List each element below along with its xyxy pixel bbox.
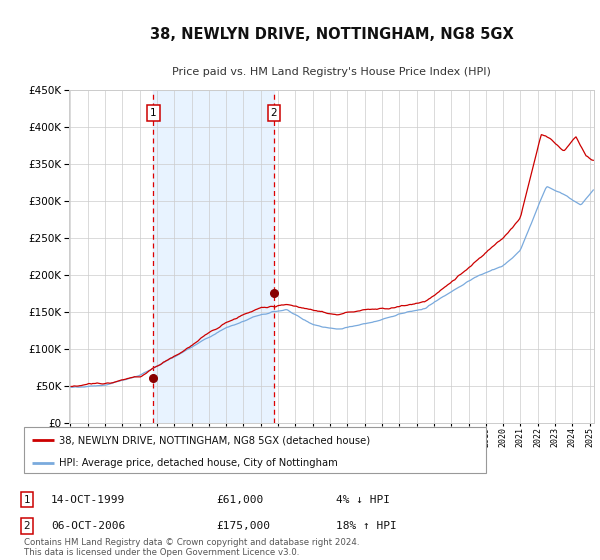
Text: 4% ↓ HPI: 4% ↓ HPI (336, 494, 390, 505)
Text: HPI: Average price, detached house, City of Nottingham: HPI: Average price, detached house, City… (59, 458, 337, 468)
Text: Contains HM Land Registry data © Crown copyright and database right 2024.
This d: Contains HM Land Registry data © Crown c… (24, 538, 359, 557)
Text: 2: 2 (23, 521, 31, 531)
Bar (153, 90, 274, 423)
Text: 06-OCT-2006: 06-OCT-2006 (51, 521, 125, 531)
FancyBboxPatch shape (24, 427, 486, 473)
Text: £175,000: £175,000 (216, 521, 270, 531)
Text: 38, NEWLYN DRIVE, NOTTINGHAM, NG8 5GX: 38, NEWLYN DRIVE, NOTTINGHAM, NG8 5GX (149, 27, 514, 42)
Text: Price paid vs. HM Land Registry's House Price Index (HPI): Price paid vs. HM Land Registry's House … (172, 67, 491, 77)
Text: 1: 1 (150, 108, 157, 118)
Text: 2: 2 (271, 108, 277, 118)
Text: 14-OCT-1999: 14-OCT-1999 (51, 494, 125, 505)
Text: £61,000: £61,000 (216, 494, 263, 505)
Text: 18% ↑ HPI: 18% ↑ HPI (336, 521, 397, 531)
Text: 38, NEWLYN DRIVE, NOTTINGHAM, NG8 5GX (detached house): 38, NEWLYN DRIVE, NOTTINGHAM, NG8 5GX (d… (59, 435, 370, 445)
Text: 1: 1 (23, 494, 31, 505)
